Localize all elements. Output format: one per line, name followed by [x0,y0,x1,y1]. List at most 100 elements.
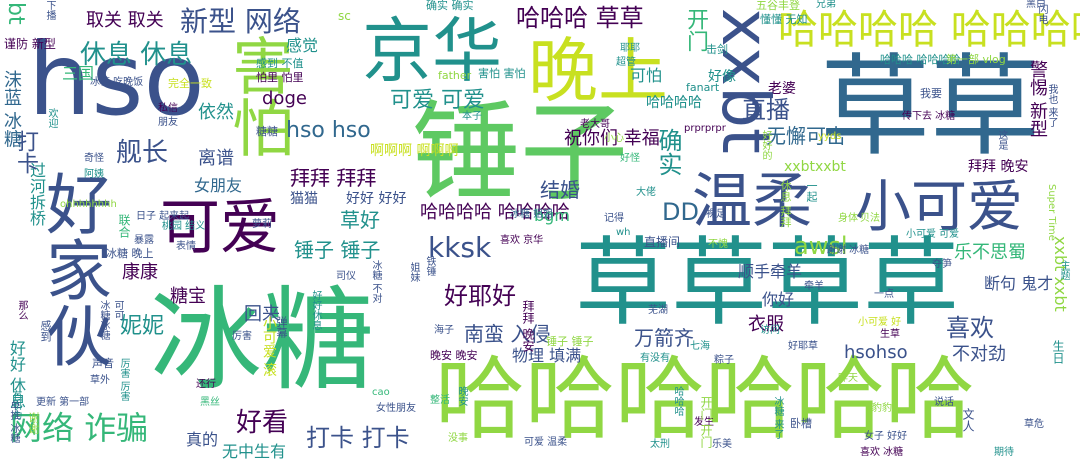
word-xxbtxxbt: xxbtxxbt [784,159,846,175]
word-s1: 确实 确实 [426,0,474,12]
word-s87: 贝法 [860,213,880,224]
word-haoyehao: 好耶好 [444,282,516,310]
word-s13: father [438,69,472,82]
word-s22: 老大哥 [580,119,610,130]
word-s50: 厉害 [232,331,252,342]
word-zhunimen: 祝你们 幸福 [564,128,660,149]
word-s108: 好好的 [760,130,771,160]
word-s105: 欢迎 [46,108,57,128]
word-daka: 打卡 [13,130,38,174]
word-s28: 奇怪 [84,153,104,164]
word-s74: 乐美 [712,439,732,450]
word-haojiahuo: 好家伙 [35,170,112,368]
word-wuli: 物理 填满 [512,346,582,365]
word-s97: 主题 [1058,260,1069,280]
word-s9: 感到 不值 [256,57,304,70]
word-s62: 生草 [880,329,900,340]
word-wangluo-zhapian: 网络 诈骗 [10,409,149,447]
word-s110: 这是 [996,130,1007,150]
word-hahahahahaha: 哈哈哈哈哈哈 [435,347,975,452]
word-lebusishu: 乐不思蜀 [954,242,1026,263]
word-s59: 有没有 [640,353,670,364]
word-s65: 夺笋 [932,259,952,270]
word-s54: 声音 [92,357,114,370]
word-s15: 哈哈哈 哈哈哈哈 [880,53,961,66]
word-s47: 直播间 [644,235,681,249]
word-duanju: 断句 鬼才 [984,274,1054,293]
word-s90: 牵羊 [804,281,824,292]
word-s79: 草危 [1024,419,1044,430]
word-s34: Super Time [1046,184,1057,241]
word-s61: 访问 [760,325,780,336]
word-jinghua: 京华 [362,10,502,92]
word-s10: 怕里 怕里 [256,71,304,84]
word-s17: fanart [686,81,720,94]
word-xxbt2: xxbt xxbt [1051,236,1070,312]
word-haohao-xiuxi: 好好 休息 [7,340,26,410]
word-s111: 休息 拜拜 [779,180,792,228]
word-s8: 超管 [616,57,636,68]
word-s41: ohhhhhhhh [60,199,117,210]
word-s72: 太刑 [650,439,670,450]
word-kaimen: 开门 [683,8,708,52]
word-haoxiang: 好像 [708,69,736,85]
word-s60: 粽子 [714,355,734,366]
word-haha8: 哈哈哈哈 哈哈哈哈 [778,7,1080,53]
word-s63: 好耶草 [788,341,818,352]
word-s115: 那么 [16,300,27,320]
word-nini: 妮妮 [120,314,165,339]
word-s70: 没事 [448,433,468,444]
word-s109: 可可 [112,300,123,320]
word-hahahaha: 哈哈哈哈 [646,95,702,111]
word-sanguo: 三国 [62,64,95,83]
word-s25: 小心 [604,133,624,144]
word-baibai: 拜拜 拜拜 [290,166,377,190]
word-ganjue: 感觉 [286,36,319,55]
word-wenrou: 温柔 [692,167,812,237]
word-bgm: bgm [534,206,570,225]
word-s114: 有引力 [10,390,21,420]
word-caocaocaocao: 草草草草 [575,227,959,339]
word-jianzhang: 舰长 [116,138,169,168]
word-haohao: 好好 好好 [346,191,407,207]
word-nvpengyou: 女朋友 [194,176,243,195]
word-s69: 整活 [430,395,450,406]
word-s19: 糖糖 [256,125,278,138]
word-s103: 我也 来了 [1046,84,1057,128]
word-molan: 沫蓝 冰糖 [1,70,22,148]
word-s4: 兄弟 [816,0,836,10]
word-s48: 冰糖 晚上 [106,247,154,260]
word-s12: 冰糖 吃晚饭 [90,77,144,88]
word-s91: 拜拜 晚安 [521,300,535,352]
word-jingti: 警惕 新型 [1027,60,1048,138]
word-doge: doge [262,88,307,109]
word-s68: 女性朋友 [376,403,416,414]
word-kepa: 可怕 [630,66,663,85]
word-s81: 昨天 [838,373,858,384]
word-s3: 懂懂 无知 [760,13,808,26]
word-wanshang: 晚上 [528,30,668,112]
word-sc: sc [338,9,351,23]
word-s32: 大佬 [636,187,656,198]
word-s20: 我要 [920,87,942,100]
word-s116: 厉害 厉害 [118,358,129,402]
word-wuxiekeji: 无懈可击 [766,124,846,148]
word-maomao: 猫猫 [290,191,318,207]
word-s43: 联合 [117,214,131,238]
word-aaa: 啊啊啊 啊啊啊 [370,143,459,159]
word-huilai: 回来 [244,304,280,325]
word-s37: 记得 [604,213,624,224]
word-s73: 发生 [694,417,714,428]
word-s52: 海子 [434,325,454,336]
word-s26: yyds [818,131,842,142]
word-s38: wh [616,227,631,238]
word-s18: 私信 [158,103,178,114]
word-guohe: 过河拆桥 [27,162,46,226]
word-baibai-wanan: 拜拜 晚安 [968,159,1029,175]
word-s46: 小可爱 可爱 [906,229,960,240]
word-s112: 一起 [805,180,818,202]
word-daka-daka: 打卡 打卡 [306,424,410,452]
word-xiuxi: 休息 休息 [80,40,193,70]
word-wanjianqi: 万箭齐 [634,326,694,350]
